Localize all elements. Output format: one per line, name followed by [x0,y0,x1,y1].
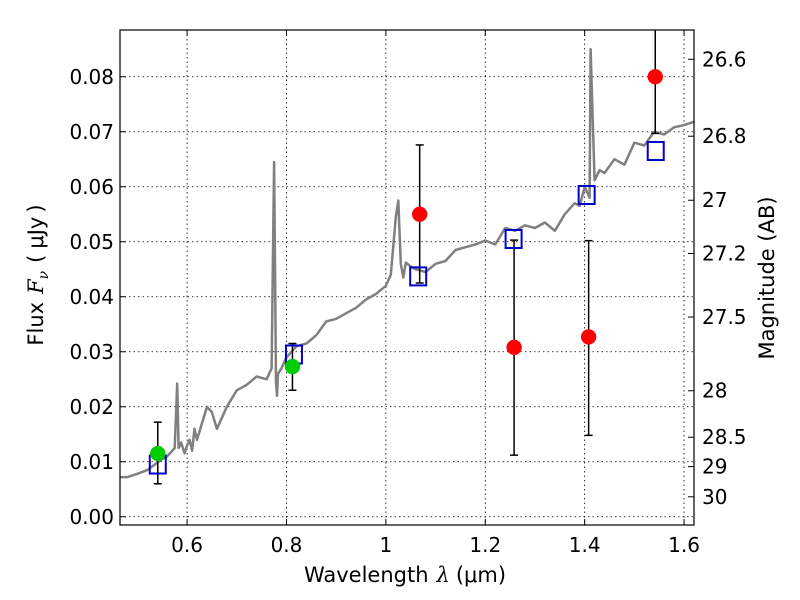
y2-tick-label: 28 [702,379,727,403]
model-square-point [409,266,428,287]
x-axis-label: Wavelength λ (μm) [304,563,506,587]
y-axis-label: FluxFν(μJy) [24,204,52,345]
y-tick-label: 0.01 [69,450,114,474]
x-tick-label: 1.6 [668,533,700,557]
y-tick-label: 0.05 [69,230,114,254]
red-data-point [506,339,522,356]
red-data-point [647,69,663,85]
y2-tick-label: 27.2 [702,241,747,265]
y2-tick-label: 30 [702,485,727,509]
spectrum-line [120,47,694,479]
y-tick-label: 0.06 [69,175,114,199]
model-square-point [504,229,523,249]
y2-tick-label: 27.5 [702,305,747,329]
x-tick-label: 0.6 [171,533,203,557]
x-tick-label: 0.8 [271,533,303,557]
y2-tick-label: 26.6 [702,47,747,71]
red-data-point [580,329,597,345]
plot-area [120,30,694,485]
x-tick-label: 1 [380,533,393,557]
grid-lines [120,30,694,525]
y2-tick-label: 29 [702,455,727,479]
green-data-point [150,445,166,462]
y2-tick-label: 27 [702,188,727,212]
axis-ticks: 0.6 0.8 1 1.2 1.4 1.6 0.00 0.01 0.02 0.03 0.04 0.05… [69,30,747,557]
y-tick-label: 0.00 [69,505,114,529]
red-data-point [411,206,428,222]
y-tick-label: 0.04 [69,285,114,309]
model-square-point [577,185,596,205]
y2-tick-label: 28.5 [702,425,747,449]
model-square-point [646,141,665,161]
y-tick-label: 0.03 [69,340,114,364]
y-tick-label: 0.02 [69,395,114,419]
plot-frame [119,29,695,526]
y2-axis-label: Magnitude (AB) [755,196,779,359]
x-tick-label: 1.4 [569,533,601,557]
green-data-point [284,358,301,375]
x-tick-label: 1.2 [469,533,501,557]
y-tick-label: 0.07 [69,120,114,144]
y2-tick-label: 26.8 [702,124,747,148]
y-tick-label: 0.08 [69,65,114,89]
